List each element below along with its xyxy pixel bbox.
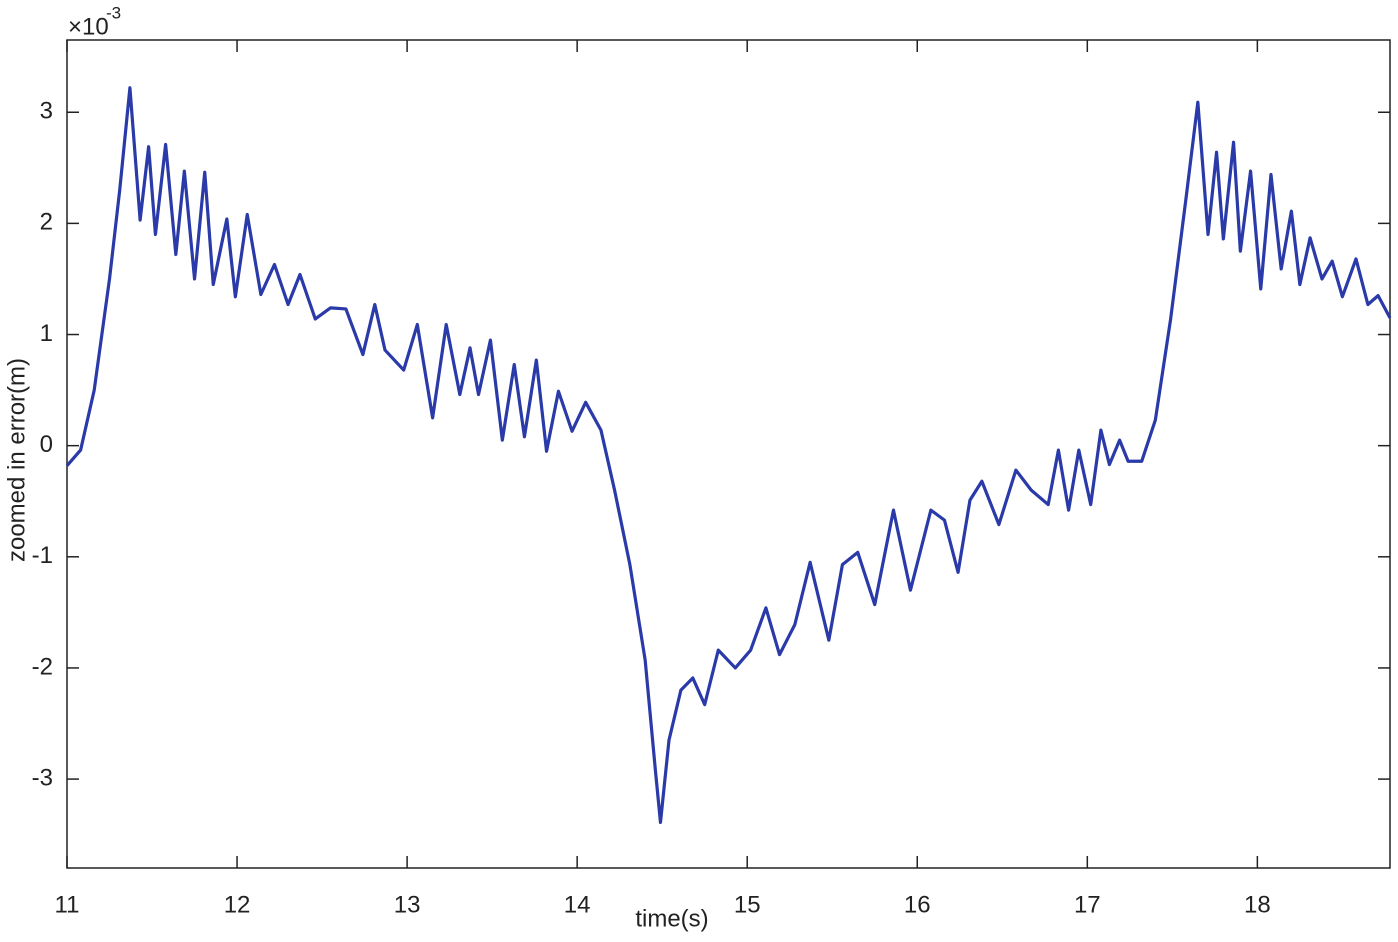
x-tick-label: 13	[394, 891, 421, 918]
x-tick-label: 16	[904, 891, 931, 918]
x-tick-label: 12	[224, 891, 251, 918]
plot-frame	[66, 39, 1391, 869]
x-tick-label: 11	[55, 891, 80, 918]
y-tick-label: -3	[32, 764, 53, 791]
x-axis-label: time(s)	[635, 905, 708, 932]
y-tick-label: 1	[40, 320, 53, 347]
x-tick-label: 18	[1244, 891, 1271, 918]
y-tick-label: 2	[40, 209, 53, 236]
y-tick-label: 0	[40, 431, 53, 458]
x-tick-label: 17	[1074, 891, 1101, 918]
x-tick-label: 14	[564, 891, 591, 918]
x-tick-label: 15	[734, 891, 761, 918]
y-tick-label: 3	[40, 98, 53, 125]
y-multiplier-exponent: -3	[106, 3, 121, 22]
data-line	[65, 86, 1392, 825]
y-tick-label: -2	[32, 653, 53, 680]
y-tick-label: -1	[32, 542, 53, 569]
y-axis-label: zoomed in error(m)	[3, 358, 30, 562]
y-multiplier: ×10	[68, 13, 109, 40]
